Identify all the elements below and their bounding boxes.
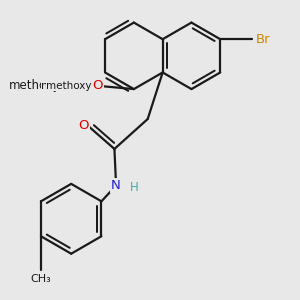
Text: O: O xyxy=(79,119,89,132)
Text: Br: Br xyxy=(256,33,270,46)
Text: N: N xyxy=(111,179,121,192)
Text: CH₃: CH₃ xyxy=(31,274,51,284)
Text: O: O xyxy=(92,79,103,92)
Text: methoxy: methoxy xyxy=(41,81,90,91)
Text: methoxy: methoxy xyxy=(46,81,92,91)
Text: H: H xyxy=(130,181,139,194)
Text: O: O xyxy=(92,79,103,92)
Text: methoxy: methoxy xyxy=(9,79,61,92)
